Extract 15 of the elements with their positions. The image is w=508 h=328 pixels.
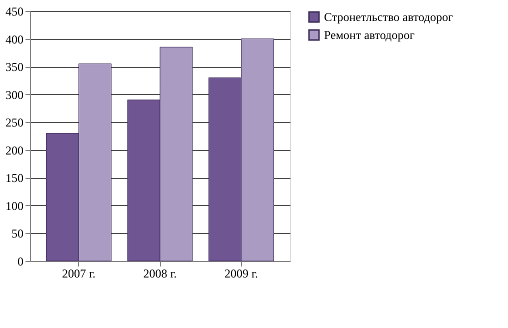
y-tick-label: 150 xyxy=(6,171,24,186)
y-tick-label: 250 xyxy=(6,116,24,130)
legend-label: Ремонт автодорог xyxy=(324,28,415,42)
legend-label: Стронетльство автодорог xyxy=(324,10,454,24)
y-tick-label: 100 xyxy=(6,198,24,213)
y-tick-label: 50 xyxy=(12,226,24,241)
y-tick-label: 0 xyxy=(18,254,24,268)
y-tick-label: 300 xyxy=(6,88,24,102)
y-tick-label: 450 xyxy=(6,4,24,18)
y-tick-label: 200 xyxy=(6,143,24,158)
y-tick-label: 350 xyxy=(6,60,24,74)
x-tick-label: 2007 г. xyxy=(62,266,96,280)
x-tick-label: 2009 г. xyxy=(224,266,258,280)
y-tick-label: 400 xyxy=(6,32,24,46)
x-tick-label: 2008 г. xyxy=(143,266,177,280)
